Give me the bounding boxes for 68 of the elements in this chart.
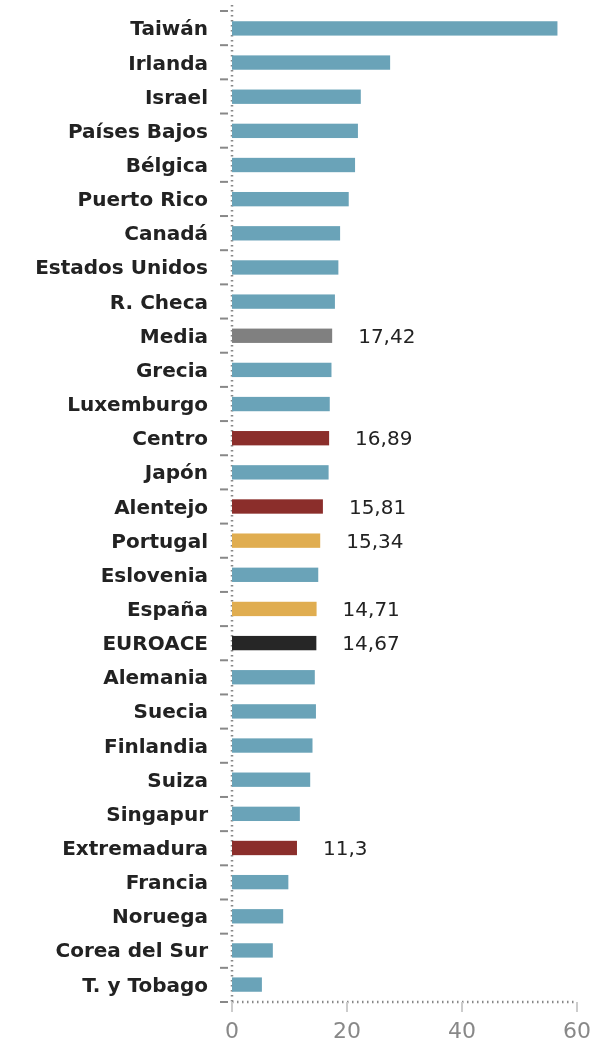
- y-tick-label: España: [126, 596, 208, 621]
- y-tick-label: Corea del Sur: [55, 938, 209, 963]
- y-tick-label: Suiza: [147, 767, 208, 792]
- data-label: 11,3: [322, 835, 368, 860]
- y-tick-label: Grecia: [135, 357, 208, 382]
- y-tick-label: T. y Tobago: [82, 972, 208, 997]
- y-tick-label: Francia: [125, 870, 208, 895]
- bar: [232, 977, 262, 992]
- bar: [232, 157, 356, 173]
- data-label: 17,42: [358, 323, 416, 348]
- bar: [232, 943, 273, 958]
- bar: [232, 55, 391, 70]
- y-tick-label: Alemania: [103, 665, 208, 690]
- bar: [232, 396, 330, 412]
- y-tick-label: Puerto Rico: [77, 187, 208, 212]
- bar: [232, 567, 319, 582]
- bar: [232, 431, 330, 446]
- bar: [232, 874, 289, 890]
- y-tick-label: Luxemburgo: [67, 392, 208, 417]
- bar: [232, 21, 558, 36]
- y-tick-label: Bélgica: [125, 153, 208, 178]
- y-tick-label: Eslovenia: [100, 562, 208, 587]
- bar: [232, 738, 313, 753]
- bar: [232, 294, 335, 309]
- bar: [232, 909, 284, 924]
- y-tick-label: R. Checa: [109, 289, 208, 314]
- bar: [232, 89, 361, 104]
- x-tick-label: 60: [563, 1018, 591, 1043]
- y-tick-label: Finlandia: [103, 733, 208, 758]
- bar: [232, 772, 311, 787]
- data-label: 15,81: [348, 494, 407, 519]
- y-tick-label: Canadá: [124, 221, 208, 246]
- y-tick-label: Suecia: [133, 699, 208, 724]
- y-tick-label: Alentejo: [114, 494, 208, 519]
- bar: [232, 704, 316, 719]
- y-tick-label: Japón: [142, 460, 208, 485]
- y-tick-label: Estados Unidos: [35, 255, 208, 280]
- data-label: 15,34: [346, 528, 404, 553]
- bar: [232, 670, 315, 685]
- bar: [232, 635, 317, 651]
- y-tick-label: Taiwán: [130, 16, 208, 41]
- y-tick-label: Irlanda: [128, 50, 208, 75]
- data-label: 14,71: [342, 596, 400, 621]
- bar: [232, 362, 332, 378]
- bar: [232, 533, 321, 548]
- bar: [232, 226, 341, 241]
- x-tick-label: 0: [225, 1018, 239, 1043]
- bar: [232, 840, 297, 856]
- y-tick-label: Media: [139, 323, 208, 348]
- y-tick-label: Extremadura: [62, 835, 208, 860]
- data-label: 14,67: [342, 631, 400, 656]
- x-tick-label: 20: [333, 1018, 361, 1043]
- y-tick-label: Centro: [132, 426, 208, 451]
- y-tick-label: Noruega: [112, 904, 208, 929]
- bar: [232, 123, 358, 139]
- bar: [232, 465, 329, 480]
- x-tick-label: 40: [448, 1018, 476, 1043]
- y-tick-label: Israel: [144, 84, 208, 109]
- bar: [232, 806, 300, 822]
- bar: [232, 260, 339, 275]
- bar: [232, 191, 349, 207]
- y-tick-label: Singapur: [106, 801, 209, 826]
- y-tick-label: Portugal: [111, 528, 208, 553]
- y-tick-label: Países Bajos: [67, 118, 208, 143]
- data-label: 16,89: [355, 426, 413, 451]
- bar: [232, 499, 323, 514]
- bar: [232, 601, 317, 617]
- y-tick-label: EUROACE: [102, 631, 208, 656]
